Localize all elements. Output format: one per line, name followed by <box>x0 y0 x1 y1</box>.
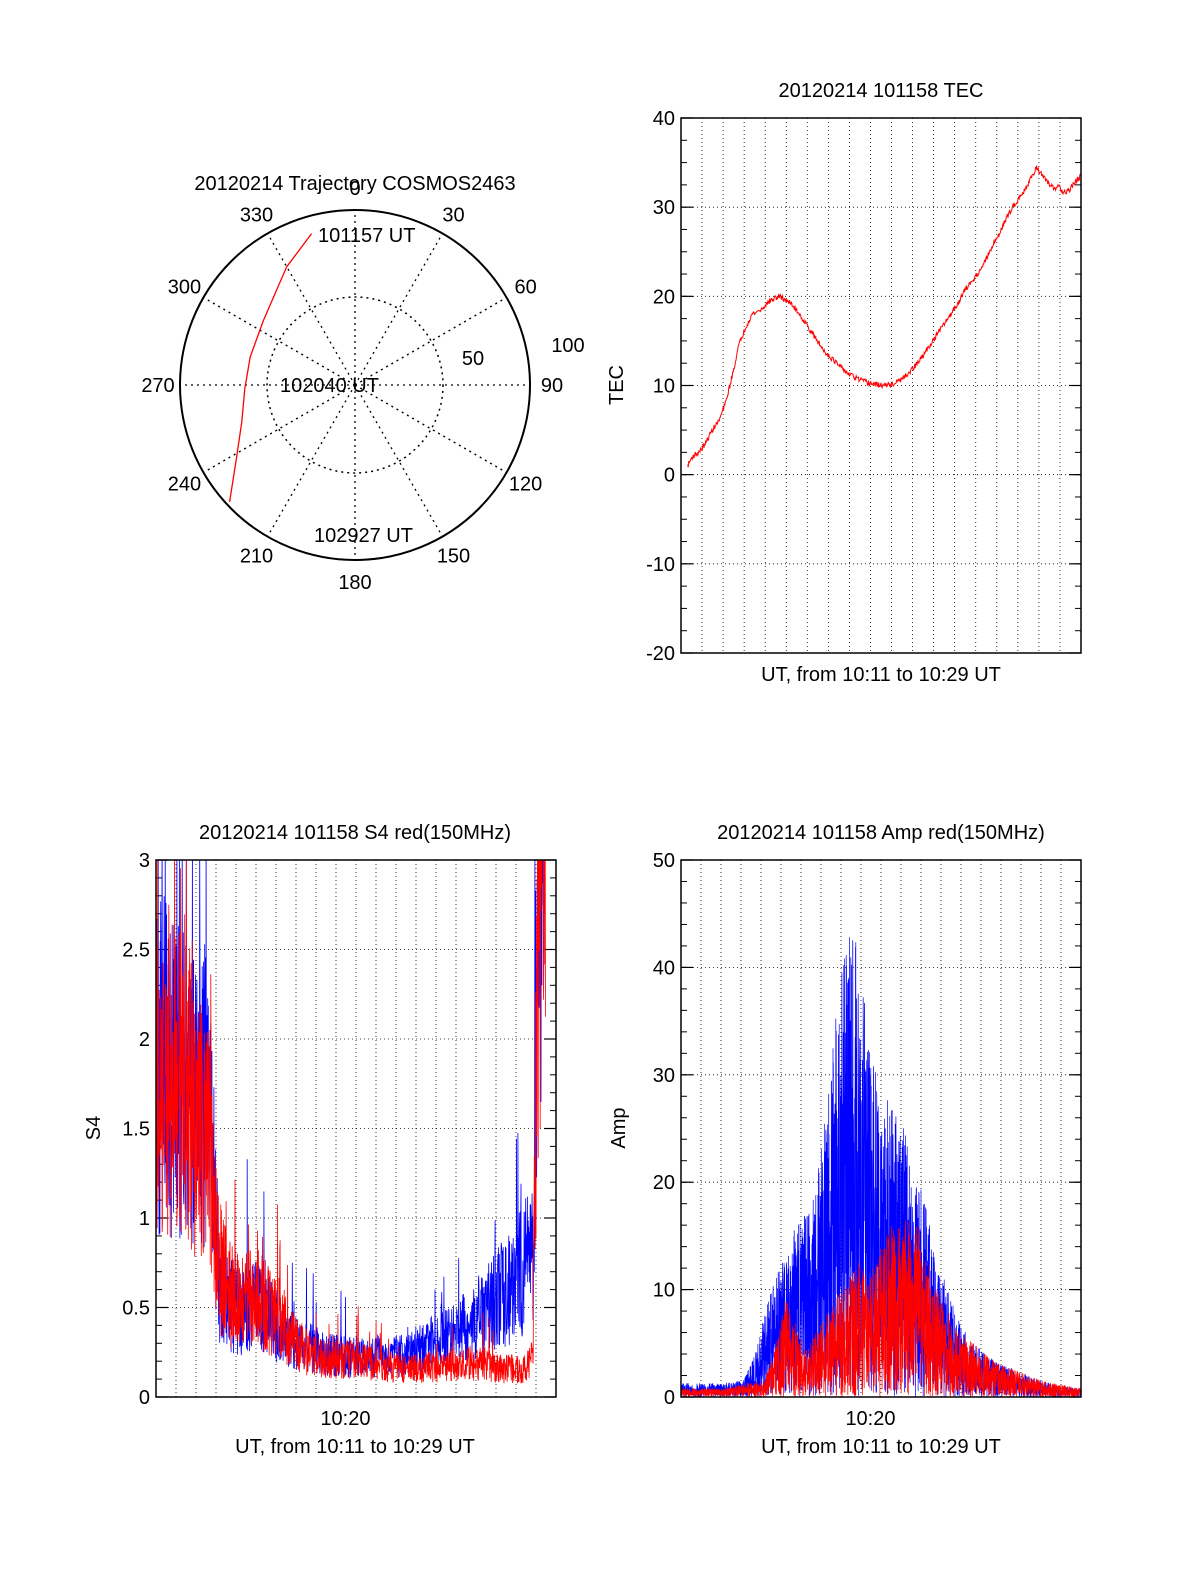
y-tick-label: -20 <box>646 643 675 665</box>
polar-spoke <box>354 296 507 386</box>
polar-radial-label-100: 100 <box>551 335 584 357</box>
trajectory-end-label: 102927 UT <box>314 525 413 547</box>
amp-title: 20120214 101158 Amp red(150MHz) <box>717 822 1045 844</box>
y-tick-label: 30 <box>653 197 675 219</box>
tec-y-axis-label: TEC <box>606 365 628 405</box>
amp-axes-frame <box>680 859 1082 1398</box>
s4-axes-frame <box>155 859 557 1398</box>
polar-spoke <box>203 384 356 474</box>
y-tick-label: 1.5 <box>122 1119 150 1141</box>
series-line <box>681 1220 1081 1397</box>
s4-series <box>156 860 546 1384</box>
amp-x-axis-label: UT, from 10:11 to 10:29 UT <box>761 1436 1001 1458</box>
polar-angle-label: 150 <box>437 546 470 568</box>
s4-x-tick-label: 10:20 <box>320 1408 370 1430</box>
y-tick-label: 2.5 <box>122 940 150 962</box>
amp-y-tick-labels: 0 10 20 30 40 50 <box>653 850 675 1409</box>
tec-axes-frame <box>680 117 1082 654</box>
series-line <box>687 165 1081 468</box>
y-tick-label: 2 <box>139 1029 150 1051</box>
tec-title: 20120214 101158 TEC <box>779 80 984 102</box>
polar-spoke <box>354 384 444 537</box>
y-tick-label: 20 <box>653 1172 675 1194</box>
series-line <box>156 860 546 1384</box>
amp-x-tick-label: 10:20 <box>845 1408 895 1430</box>
s4-x-axis-label: UT, from 10:11 to 10:29 UT <box>235 1436 475 1458</box>
y-tick-label: -10 <box>646 554 675 576</box>
y-tick-label: 0 <box>139 1387 150 1409</box>
s4-plot: 20120214 101158 S4 red(150MHz) 0 0.5 1 1.5 2… <box>83 822 557 1458</box>
polar-spoke <box>203 296 356 386</box>
tec-x-axis-label: UT, from 10:11 to 10:29 UT <box>761 664 1001 686</box>
amp-series <box>681 937 1081 1397</box>
polar-inner-circle <box>266 296 444 474</box>
y-tick-label: 30 <box>653 1065 675 1087</box>
y-tick-label: 50 <box>653 850 675 872</box>
amp-plot: 20120214 101158 Amp red(150MHz) 0 10 20 30 4… <box>608 822 1082 1458</box>
y-tick-label: 0 <box>664 1387 675 1409</box>
y-tick-label: 0.5 <box>122 1298 150 1320</box>
y-tick-label: 3 <box>139 850 150 872</box>
y-tick-label: 40 <box>653 957 675 979</box>
polar-angle-labels: 0 30 60 90 120 150 180 210 240 270 300 330 <box>141 178 563 594</box>
y-tick-label: 1 <box>139 1208 150 1230</box>
polar-angle-label: 240 <box>168 474 201 496</box>
polar-angle-label: 0 <box>349 178 360 200</box>
s4-y-tick-labels: 0 0.5 1 1.5 2 2.5 3 <box>122 850 150 1409</box>
polar-angle-label: 210 <box>240 546 273 568</box>
s4-y-axis-label: S4 <box>83 1116 105 1140</box>
polar-title: 20120214 Trajectory COSMOS2463 <box>194 173 515 195</box>
y-tick-label: 10 <box>653 1280 675 1302</box>
polar-spokes <box>180 210 530 560</box>
trajectory-start-label: 101157 UT <box>318 225 415 247</box>
polar-angle-label: 270 <box>141 375 174 397</box>
polar-spoke <box>266 384 356 537</box>
polar-angle-label: 330 <box>240 204 273 226</box>
polar-angle-label: 60 <box>514 277 536 299</box>
polar-spoke <box>354 384 507 474</box>
tec-y-tick-labels: -20 -10 0 10 20 30 40 <box>646 108 675 665</box>
polar-angle-label: 120 <box>509 474 542 496</box>
y-tick-label: 40 <box>653 108 675 130</box>
y-tick-label: 10 <box>653 376 675 398</box>
s4-title: 20120214 101158 S4 red(150MHz) <box>199 822 511 844</box>
y-tick-label: 0 <box>664 465 675 487</box>
polar-spoke <box>354 233 444 386</box>
polar-radial-label-50: 50 <box>462 348 484 370</box>
amp-y-axis-label: Amp <box>608 1107 630 1148</box>
polar-spoke <box>266 233 356 386</box>
tec-series <box>687 165 1081 468</box>
polar-angle-label: 300 <box>168 277 201 299</box>
polar-angle-label: 30 <box>442 204 464 226</box>
trajectory-mid-label: 102040 UT <box>280 375 379 397</box>
trajectory-line <box>228 233 313 503</box>
polar-angle-label: 180 <box>338 572 371 594</box>
y-tick-label: 20 <box>653 286 675 308</box>
trajectory-polar-plot: 20120214 Trajectory COSMOS2463 0 30 60 90 12… <box>141 173 584 594</box>
polar-angle-label: 90 <box>541 375 563 397</box>
